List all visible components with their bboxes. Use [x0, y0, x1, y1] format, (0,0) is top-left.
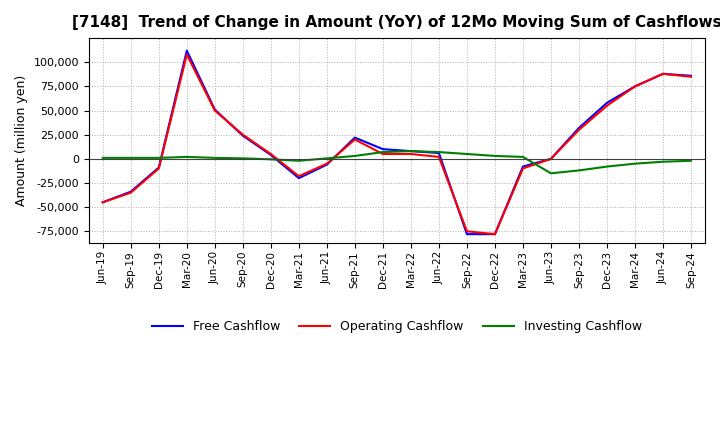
Operating Cashflow	[182, 52, 191, 57]
Operating Cashflow	[490, 231, 499, 237]
Free Cashflow	[379, 147, 387, 152]
Operating Cashflow	[210, 108, 219, 113]
Investing Cashflow	[631, 161, 639, 166]
Investing Cashflow	[518, 154, 527, 160]
Free Cashflow	[155, 165, 163, 170]
Operating Cashflow	[294, 173, 303, 179]
Investing Cashflow	[155, 155, 163, 161]
Operating Cashflow	[575, 127, 583, 132]
Free Cashflow	[631, 84, 639, 89]
Free Cashflow	[99, 200, 107, 205]
Free Cashflow	[294, 176, 303, 181]
Operating Cashflow	[323, 161, 331, 166]
Investing Cashflow	[182, 154, 191, 160]
Operating Cashflow	[603, 103, 611, 108]
Operating Cashflow	[546, 156, 555, 161]
Operating Cashflow	[518, 166, 527, 171]
Line: Operating Cashflow: Operating Cashflow	[103, 55, 691, 234]
Investing Cashflow	[687, 158, 696, 163]
Operating Cashflow	[407, 151, 415, 157]
Investing Cashflow	[379, 150, 387, 155]
Operating Cashflow	[155, 166, 163, 171]
Line: Free Cashflow: Free Cashflow	[103, 51, 691, 234]
Free Cashflow	[687, 73, 696, 78]
Free Cashflow	[127, 189, 135, 194]
Operating Cashflow	[659, 71, 667, 77]
Investing Cashflow	[462, 151, 471, 157]
Operating Cashflow	[266, 151, 275, 157]
Investing Cashflow	[266, 157, 275, 162]
Operating Cashflow	[435, 154, 444, 160]
Free Cashflow	[518, 164, 527, 169]
Investing Cashflow	[99, 155, 107, 161]
Free Cashflow	[407, 148, 415, 154]
Investing Cashflow	[603, 164, 611, 169]
Free Cashflow	[323, 162, 331, 167]
Y-axis label: Amount (million yen): Amount (million yen)	[15, 75, 28, 206]
Free Cashflow	[435, 150, 444, 156]
Free Cashflow	[603, 100, 611, 106]
Investing Cashflow	[127, 155, 135, 161]
Free Cashflow	[575, 125, 583, 131]
Investing Cashflow	[659, 159, 667, 165]
Investing Cashflow	[407, 148, 415, 154]
Free Cashflow	[266, 152, 275, 158]
Investing Cashflow	[575, 168, 583, 173]
Investing Cashflow	[294, 158, 303, 163]
Free Cashflow	[210, 107, 219, 112]
Operating Cashflow	[379, 151, 387, 157]
Investing Cashflow	[238, 156, 247, 161]
Investing Cashflow	[546, 171, 555, 176]
Operating Cashflow	[99, 200, 107, 205]
Investing Cashflow	[490, 153, 499, 158]
Operating Cashflow	[127, 190, 135, 195]
Free Cashflow	[238, 133, 247, 138]
Investing Cashflow	[323, 156, 331, 161]
Free Cashflow	[462, 231, 471, 237]
Investing Cashflow	[210, 155, 219, 161]
Operating Cashflow	[238, 132, 247, 137]
Free Cashflow	[490, 231, 499, 237]
Legend: Free Cashflow, Operating Cashflow, Investing Cashflow: Free Cashflow, Operating Cashflow, Inves…	[147, 315, 647, 338]
Investing Cashflow	[351, 153, 359, 158]
Title: [7148]  Trend of Change in Amount (YoY) of 12Mo Moving Sum of Cashflows: [7148] Trend of Change in Amount (YoY) o…	[72, 15, 720, 30]
Free Cashflow	[659, 71, 667, 77]
Operating Cashflow	[687, 74, 696, 79]
Line: Investing Cashflow: Investing Cashflow	[103, 151, 691, 173]
Free Cashflow	[351, 135, 359, 140]
Operating Cashflow	[631, 84, 639, 89]
Operating Cashflow	[462, 229, 471, 234]
Investing Cashflow	[435, 150, 444, 155]
Operating Cashflow	[351, 137, 359, 142]
Free Cashflow	[182, 48, 191, 53]
Free Cashflow	[546, 156, 555, 161]
